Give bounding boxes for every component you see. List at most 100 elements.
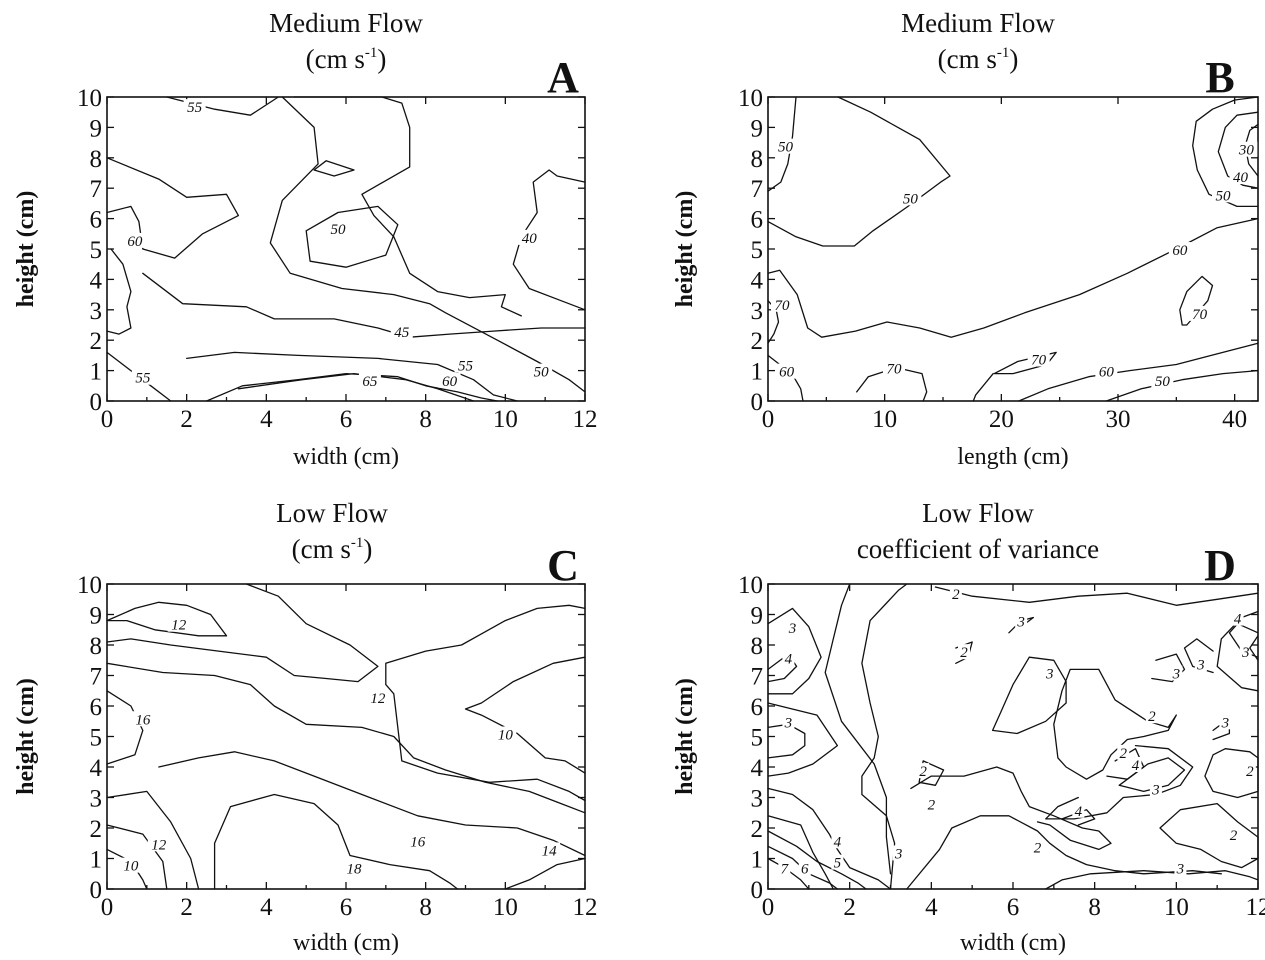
x-axis-label: length (cm) (957, 444, 1068, 470)
contour-label: 4 (834, 834, 842, 850)
contour-label-bg (1219, 714, 1232, 730)
y-axis-label: height (cm) (13, 678, 39, 795)
panel-letter: B (1205, 53, 1234, 102)
contour-label-bg (327, 220, 350, 236)
contour-line-2 (1204, 748, 1259, 799)
contour-label: 60 (442, 374, 458, 390)
contour-label-bg (530, 363, 553, 379)
contour-line-16 (504, 857, 586, 890)
y-tick-label: 10 (738, 572, 763, 599)
panel-subtitle: (cm s-1) (938, 44, 1019, 74)
contour-label: 60 (779, 365, 795, 381)
contour-label-bg (1095, 363, 1118, 379)
contour-label-bg (390, 324, 413, 340)
contour-label: 55 (135, 371, 151, 387)
contour-line-3 (767, 815, 834, 890)
contour-label-bg (358, 372, 381, 388)
contour-label: 6 (801, 862, 809, 878)
contour-label: 12 (370, 691, 386, 707)
contour-label: 70 (1031, 352, 1047, 368)
contour-label-bg (131, 711, 154, 727)
contour-label: 55 (458, 359, 474, 375)
contour-group: 12 12 10 16 16 14 12 10 18 (106, 583, 586, 890)
y-axis-label: height (cm) (13, 191, 39, 308)
contour-label: 2 (1034, 840, 1042, 856)
x-tick-label: 8 (1088, 894, 1101, 921)
contour-label: 3 (1241, 645, 1250, 661)
y-tick-label: 2 (90, 816, 103, 843)
y-tick-label: 0 (751, 389, 764, 416)
y-tick-label: 4 (751, 267, 764, 294)
contour-line-2 (910, 766, 1112, 851)
contour-line-12 (106, 583, 379, 683)
y-tick-label: 10 (738, 85, 763, 112)
contour-label: 16 (410, 834, 426, 850)
contour-line-55 (186, 351, 518, 402)
contour-line-16 (106, 690, 144, 765)
contour-label-bg (949, 586, 962, 602)
contour-line-4 (1118, 757, 1186, 793)
contour-line-10 (464, 656, 586, 774)
contour-label: 40 (1233, 170, 1249, 186)
panel-subtitle: (cm s-1) (292, 534, 373, 564)
contour-label: 10 (498, 728, 514, 744)
contour-line-60 (106, 157, 240, 259)
x-tick-label: 6 (340, 406, 353, 433)
x-tick-label: 6 (1007, 894, 1020, 921)
contour-label: 2 (928, 798, 936, 814)
x-tick-label: 12 (573, 894, 598, 921)
x-tick-label: 12 (573, 406, 598, 433)
x-tick-label: 12 (1246, 894, 1265, 921)
contour-line-3 (1008, 616, 1035, 634)
contour-label-bg (1170, 665, 1183, 681)
contour-label: 2 (1120, 746, 1128, 762)
contour-label-bg (1151, 372, 1174, 388)
contour-label-bg (1015, 613, 1028, 629)
y-tick-label: 5 (90, 725, 103, 752)
contour-line-2 (934, 586, 1259, 606)
contour-label: 2 (1230, 828, 1238, 844)
x-tick-label: 8 (419, 406, 432, 433)
contour-label-bg (1043, 665, 1056, 681)
contour-line-3 (767, 702, 839, 777)
contour-label: 16 (135, 712, 151, 728)
contour-label: 50 (534, 365, 550, 381)
x-tick-label: 30 (1106, 406, 1131, 433)
contour-line-50 (1192, 96, 1259, 208)
contour-label: 4 (1132, 758, 1140, 774)
contour-label: 18 (346, 862, 362, 878)
contour-label-bg (892, 845, 905, 861)
y-tick-label: 10 (77, 572, 102, 599)
contour-line-40 (512, 169, 586, 311)
y-tick-label: 6 (90, 207, 103, 234)
contour-line-60 (205, 372, 499, 402)
panel-title: Medium Flow (901, 8, 1055, 38)
y-tick-label: 1 (751, 359, 764, 386)
contour-label-bg (1031, 839, 1044, 855)
y-tick-label: 10 (77, 85, 102, 112)
y-tick-label: 7 (751, 664, 764, 691)
contour-label-bg (1117, 744, 1130, 760)
contour-label: 70 (775, 298, 791, 314)
contour-label-bg (786, 619, 799, 635)
contour-label-bg (494, 726, 517, 742)
contour-label-bg (167, 616, 190, 632)
contour-line-70 (1179, 275, 1214, 326)
contour-line-5 (767, 830, 867, 890)
y-tick-label: 9 (90, 115, 103, 142)
y-tick-label: 3 (90, 298, 103, 325)
y-tick-label: 1 (751, 847, 764, 874)
contour-line-2 (1053, 668, 1177, 780)
contour-line-3 (767, 607, 822, 695)
contour-line-16 (158, 751, 586, 857)
y-tick-label: 1 (90, 847, 103, 874)
panel-c: Low Flow(cm s-1) C0 2 4 6 8 10 12012345678910wi… (13, 498, 598, 956)
contour-line-12 (106, 824, 168, 890)
contour-label: 50 (331, 222, 347, 238)
y-tick-label: 3 (751, 786, 764, 813)
contour-label: 55 (187, 100, 203, 116)
x-tick-label: 4 (260, 894, 273, 921)
contour-line-50 (269, 96, 586, 393)
